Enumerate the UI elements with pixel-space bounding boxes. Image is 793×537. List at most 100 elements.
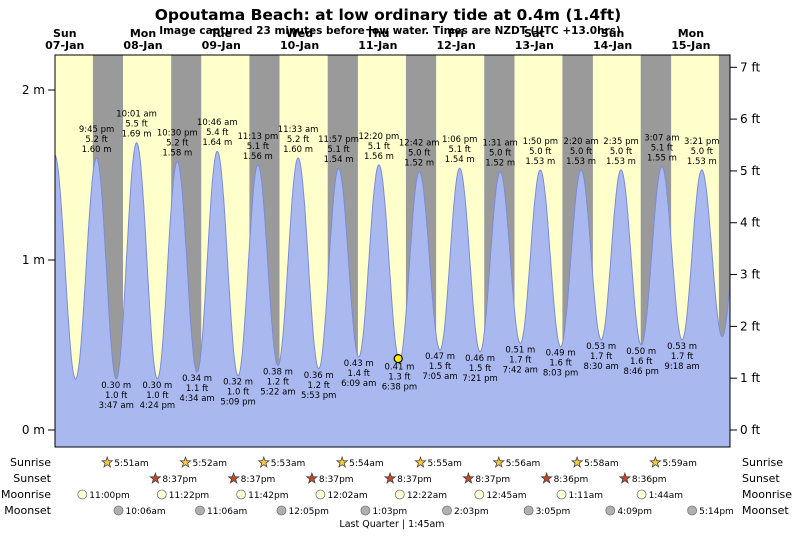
low-tide-annotation: 1.5 ft [429, 362, 452, 372]
low-tide-annotation: 7:42 am [503, 365, 538, 375]
high-tide-annotation: 5.0 ft [408, 149, 431, 159]
low-tide-annotation: 6:38 pm [382, 382, 417, 392]
high-tide-annotation: 5.2 ft [166, 138, 189, 148]
sunset-row-label-left: Sunset [13, 472, 51, 485]
moonset-time: 4:09pm [617, 507, 652, 517]
low-tide-annotation: 8:46 pm [623, 367, 658, 377]
moonset-moon-icon [113, 505, 124, 516]
right-axis-label: 5 ft [740, 164, 760, 178]
low-tide-annotation: 0.32 m [223, 378, 253, 388]
high-tide-annotation: 1.64 m [202, 138, 232, 148]
low-tide-annotation: 7:05 am [422, 372, 457, 382]
right-axis-label: 0 ft [740, 423, 760, 437]
sunrise-star-icon [492, 455, 506, 468]
moonset-moon-icon [195, 505, 205, 516]
moonset-moon-icon [360, 505, 371, 516]
moonset-time: 3:05pm [536, 507, 571, 517]
chart-title: Opoutama Beach: at low ordinary tide at … [155, 6, 622, 24]
low-tide-annotation: 0.53 m [586, 342, 616, 352]
low-tide-annotation: 5:09 pm [220, 398, 255, 408]
high-tide-annotation: 1:06 pm [442, 135, 477, 145]
moonset-moon-icon [276, 505, 287, 516]
sunrise-star-icon [649, 455, 662, 468]
sunset-star-icon [149, 471, 162, 484]
day-label-dow: Fri [448, 27, 464, 40]
moonrise-time: 1:11am [569, 491, 604, 501]
low-tide-annotation: 1.5 ft [469, 364, 492, 374]
low-tide-annotation: 0.53 m [667, 342, 697, 352]
day-label-dow: Wed [286, 27, 313, 40]
low-tide-annotation: 5:53 pm [301, 391, 336, 401]
sunrise-time: 5:55am [427, 459, 462, 469]
high-tide-annotation: 5.1 ft [368, 142, 391, 152]
high-tide-annotation: 1.53 m [606, 157, 636, 167]
sunrise-time: 5:53am [271, 459, 306, 469]
sunrise-time: 5:59am [662, 459, 697, 469]
moon-phase-label: Last Quarter | 1:45am [339, 519, 444, 530]
high-tide-annotation: 10:30 pm [157, 128, 198, 138]
low-tide-annotation: 1.6 ft [549, 359, 572, 369]
high-tide-annotation: 2:20 am [563, 137, 598, 147]
moonset-time: 12:05pm [288, 507, 328, 517]
low-tide-annotation: 6:09 am [341, 379, 376, 389]
high-tide-annotation: 5.0 ft [529, 147, 552, 157]
moonrise-time: 12:22am [407, 491, 447, 501]
sunrise-time: 5:56am [506, 459, 541, 469]
sunrise-row-label-right: Sunrise [742, 456, 783, 469]
moonrise-time: 12:02am [327, 491, 367, 501]
sunset-star-icon [618, 471, 632, 484]
low-tide-annotation: 7:21 pm [462, 374, 497, 384]
low-tide-annotation: 0.38 m [263, 367, 293, 377]
moonset-moon-icon [605, 505, 616, 516]
high-tide-annotation: 1.60 m [82, 145, 112, 155]
moonset-row-label-left: Moonset [4, 504, 51, 517]
day-label-date: 13-Jan [515, 39, 554, 52]
low-tide-annotation: 0.51 m [505, 345, 535, 355]
day-label-date: 07-Jan [45, 39, 84, 52]
moonset-moon-icon [687, 505, 697, 516]
high-tide-annotation: 11:57 pm [318, 135, 359, 145]
low-tide-annotation: 8:03 pm [543, 369, 578, 379]
moonrise-time: 1:44am [649, 491, 684, 501]
left-axis-label: 2 m [22, 83, 45, 97]
right-axis-label: 6 ft [740, 112, 760, 126]
day-label-date: 10-Jan [280, 39, 319, 52]
high-tide-annotation: 1.55 m [647, 154, 677, 164]
astro-rows: Sunrise Sunrise 5:51am 5:52am 5:53am 5:54am 5:… [1, 455, 792, 517]
sunrise-star-icon [570, 455, 584, 468]
sunset-star-icon [462, 471, 475, 484]
low-tide-annotation: 1.2 ft [308, 381, 331, 391]
moonrise-time: 11:00pm [89, 491, 129, 501]
moonset-time: 11:06am [207, 507, 247, 517]
day-label-dow: Tue [211, 27, 233, 40]
high-tide-annotation: 1.53 m [525, 157, 555, 167]
moonrise-moon-icon [156, 489, 167, 500]
sunrise-time: 5:58am [584, 459, 619, 469]
high-tide-annotation: 5.2 ft [85, 135, 108, 145]
high-tide-annotation: 11:13 pm [237, 132, 278, 142]
sunset-time: 8:37pm [397, 475, 432, 485]
day-label-date: 12-Jan [436, 39, 475, 52]
low-tide-annotation: 1.4 ft [348, 369, 371, 379]
day-label-dow: Sat [524, 27, 545, 40]
low-tide-annotation: 1.3 ft [388, 372, 411, 382]
moonrise-time: 11:22pm [169, 491, 209, 501]
sunrise-time: 5:51am [114, 459, 149, 469]
sunset-time: 8:36pm [554, 475, 589, 485]
right-axis-label: 3 ft [740, 268, 760, 282]
moonset-time: 1:03pm [372, 507, 407, 517]
high-tide-annotation: 10:46 am [197, 118, 238, 128]
moonset-moon-icon [442, 505, 452, 516]
day-label-date: 15-Jan [671, 39, 710, 52]
low-tide-annotation: 0.47 m [425, 352, 455, 362]
low-tide-annotation: 0.30 m [142, 381, 172, 391]
chart-subtitle: Image captured 23 minutes before low wat… [159, 25, 621, 37]
tide-curve [55, 141, 730, 447]
plot-frame [54, 54, 731, 448]
day-label-dow: Thu [366, 27, 389, 40]
sunset-star-icon [227, 471, 240, 484]
left-axis-label: 1 m [22, 253, 45, 267]
moonrise-moon-icon [77, 489, 88, 500]
